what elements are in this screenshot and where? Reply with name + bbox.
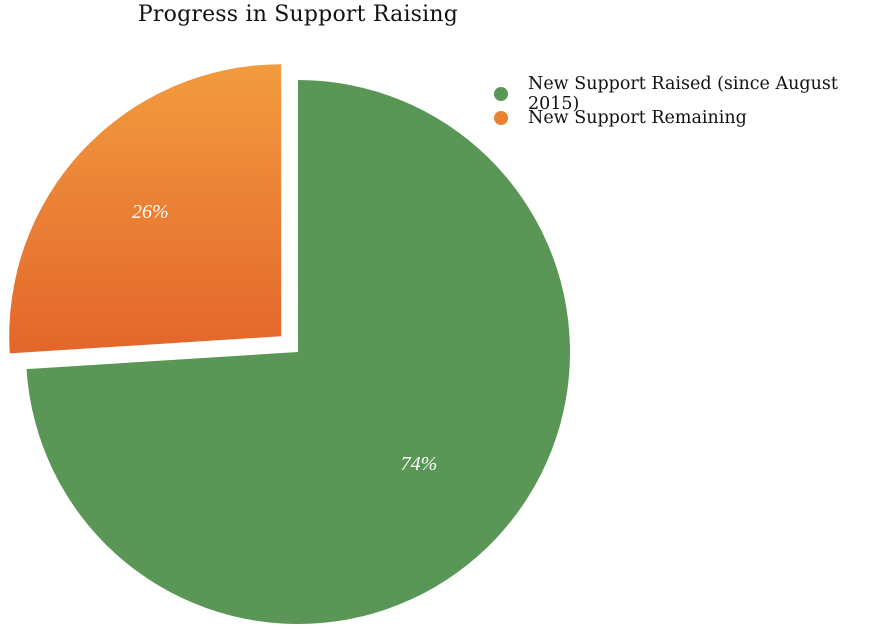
pie-slice-support-remaining <box>9 64 282 354</box>
slice-value-label-support-raised: 74% <box>401 453 438 475</box>
legend-label-support-raised: New Support Raised (since August 2015) <box>528 74 838 114</box>
legend-item-support-raised: New Support Raised (since August 2015) <box>494 74 884 114</box>
legend-swatch-support-raised <box>494 87 508 101</box>
pie-slice-support-raised <box>26 80 570 624</box>
legend-item-support-remaining: New Support Remaining <box>494 106 884 130</box>
legend-label-support-remaining: New Support Remaining <box>528 108 747 128</box>
slice-value-label-support-remaining: 26% <box>132 201 169 223</box>
chart-title: Progress in Support Raising <box>137 2 459 27</box>
chart-legend: New Support Raised (since August 2015) N… <box>494 74 884 130</box>
legend-swatch-support-remaining <box>494 111 508 125</box>
